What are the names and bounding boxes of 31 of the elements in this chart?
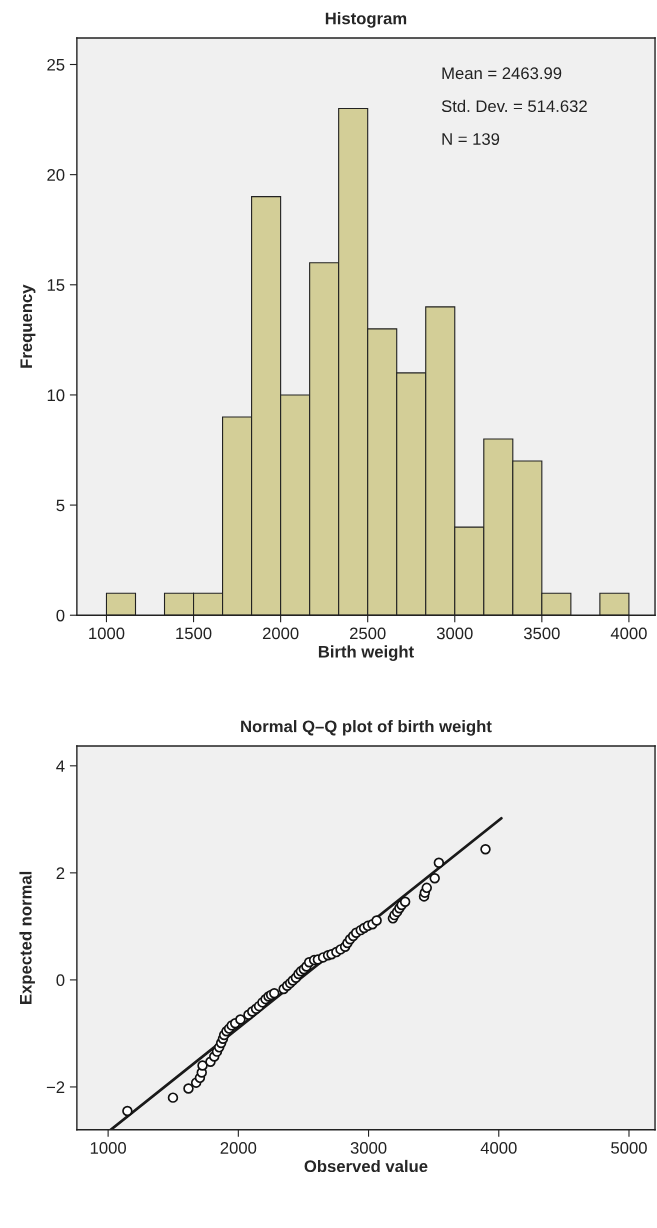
annotation: Std. Dev. = 514.632 bbox=[441, 99, 587, 113]
x-tick-label: 1000 bbox=[90, 1142, 127, 1154]
x-tick-label: 1000 bbox=[89, 627, 125, 640]
x-axis-title: Observed value bbox=[304, 1159, 428, 1173]
y-tick-label: 10 bbox=[47, 389, 65, 402]
y-axis-title: Expected normal bbox=[19, 871, 35, 1004]
y-axis-title: Frequency bbox=[20, 284, 36, 368]
y-tick-label: 2 bbox=[56, 867, 65, 879]
x-tick-label: 3500 bbox=[523, 627, 560, 640]
y-tick-label: 25 bbox=[47, 58, 65, 71]
annotation: N = 139 bbox=[442, 133, 500, 145]
y-tick-label: 0 bbox=[56, 609, 65, 622]
chart-title: Histogram bbox=[325, 12, 407, 28]
x-tick-label: 5000 bbox=[611, 1142, 647, 1154]
x-tick-label: 1500 bbox=[176, 627, 212, 640]
x-tick-label: 3000 bbox=[350, 1142, 387, 1154]
annotation: Mean = 2463.99 bbox=[442, 67, 562, 80]
x-tick-label: 2000 bbox=[220, 1142, 257, 1154]
y-tick-label: 4 bbox=[56, 760, 65, 772]
x-tick-label: 2500 bbox=[349, 627, 386, 640]
y-tick-label: 15 bbox=[47, 279, 65, 291]
y-tick-label: 5 bbox=[56, 499, 65, 512]
y-tick-label: 0 bbox=[56, 974, 65, 987]
y-tick-label: 20 bbox=[47, 169, 65, 181]
y-tick-label: −2 bbox=[46, 1081, 65, 1093]
x-tick-label: 3000 bbox=[436, 627, 473, 640]
x-tick-label: 2000 bbox=[262, 627, 299, 640]
x-tick-label: 4000 bbox=[480, 1142, 517, 1154]
x-tick-label: 4000 bbox=[610, 627, 647, 640]
chart-title: Normal Q–Q plot of birth weight bbox=[241, 720, 492, 736]
x-axis-title: Birth weight bbox=[318, 645, 414, 661]
